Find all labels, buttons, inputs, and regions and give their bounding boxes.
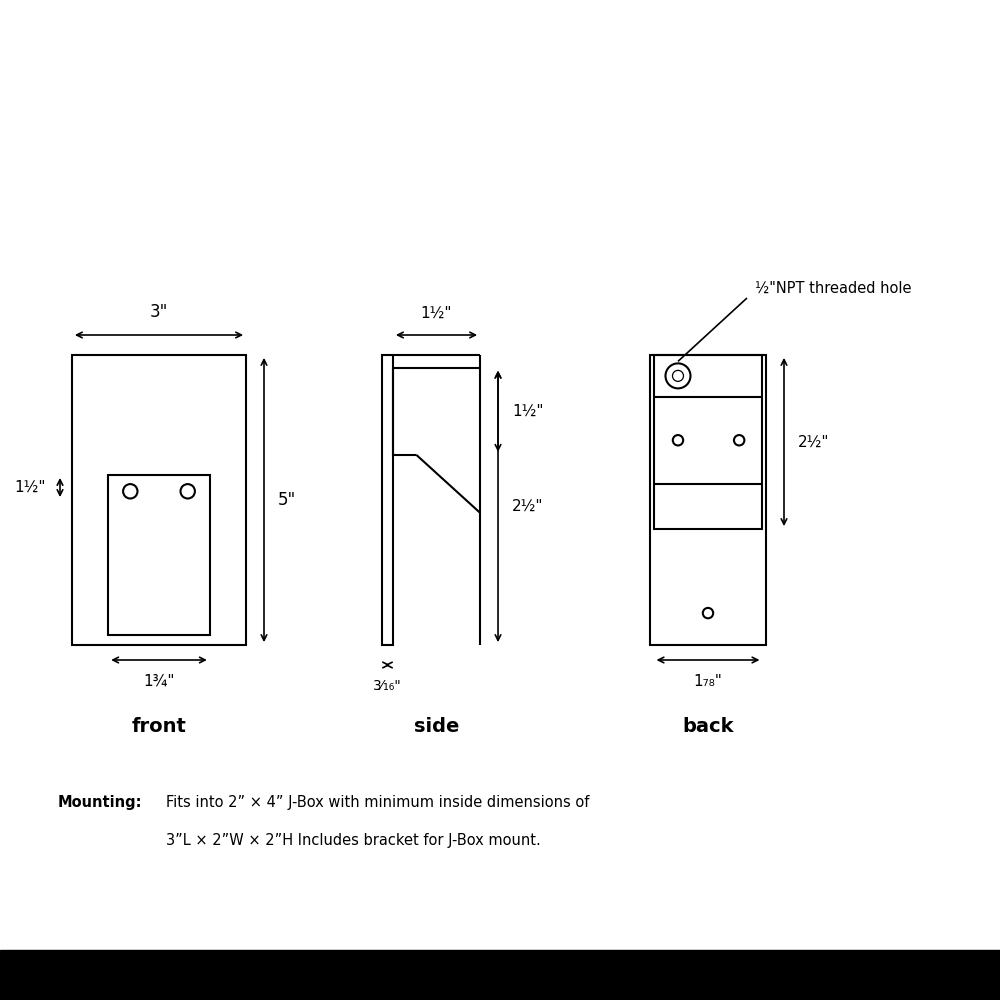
Text: 3": 3" bbox=[150, 303, 168, 321]
Text: front: front bbox=[132, 718, 186, 736]
Text: 1½": 1½" bbox=[512, 404, 544, 419]
Text: side: side bbox=[414, 718, 459, 736]
Text: 2½": 2½" bbox=[798, 435, 830, 450]
Text: 1½": 1½" bbox=[421, 306, 452, 321]
Text: 1₇₈": 1₇₈" bbox=[694, 674, 722, 689]
Text: back: back bbox=[682, 718, 734, 736]
Text: 3”L × 2”W × 2”H Includes bracket for J-Box mount.: 3”L × 2”W × 2”H Includes bracket for J-B… bbox=[166, 833, 541, 848]
Text: 2½": 2½" bbox=[512, 499, 544, 514]
Text: 3⁄₁₆": 3⁄₁₆" bbox=[373, 679, 402, 693]
Text: Mounting:: Mounting: bbox=[58, 795, 143, 810]
Text: Fits into 2” × 4” J-Box with minimum inside dimensions of: Fits into 2” × 4” J-Box with minimum ins… bbox=[166, 795, 589, 810]
Text: ½"NPT threaded hole: ½"NPT threaded hole bbox=[755, 280, 912, 296]
Text: 5": 5" bbox=[278, 491, 296, 509]
Text: 1¾": 1¾" bbox=[143, 674, 175, 689]
Polygon shape bbox=[0, 950, 1000, 1000]
Text: 1½": 1½" bbox=[14, 480, 46, 495]
